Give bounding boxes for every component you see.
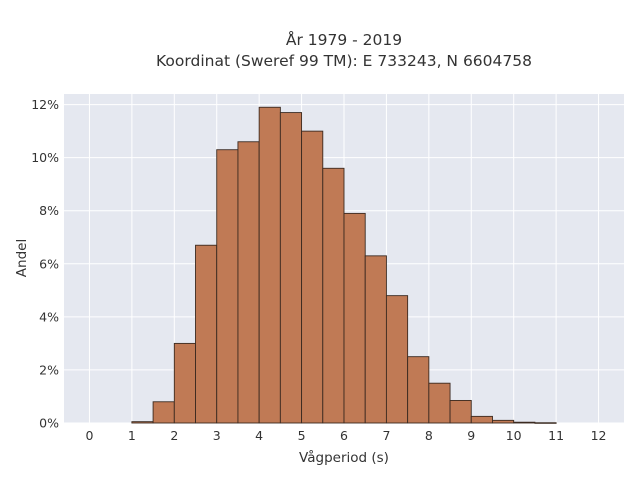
y-tick-label: 0% bbox=[39, 416, 59, 431]
x-tick-label: 5 bbox=[298, 428, 306, 443]
x-tick-label: 10 bbox=[506, 428, 522, 443]
x-tick-label: 0 bbox=[85, 428, 93, 443]
histogram-bar bbox=[216, 149, 239, 424]
x-tick-label: 3 bbox=[213, 428, 221, 443]
x-tick-label: 2 bbox=[170, 428, 178, 443]
histogram-bar bbox=[195, 244, 218, 424]
y-tick-label: 6% bbox=[39, 256, 59, 271]
x-tick-label: 9 bbox=[467, 428, 475, 443]
x-tick-label: 12 bbox=[591, 428, 607, 443]
x-axis-ticks: 0 1 2 3 4 5 6 7 8 9 10 11 12 bbox=[85, 428, 606, 443]
y-axis-label: Andel bbox=[14, 239, 30, 277]
y-tick-label: 10% bbox=[31, 150, 59, 165]
y-tick-label: 2% bbox=[39, 362, 59, 377]
y-tick-label: 4% bbox=[39, 309, 59, 324]
x-tick-label: 11 bbox=[548, 428, 564, 443]
histogram-bar bbox=[364, 255, 387, 424]
y-tick-label: 8% bbox=[39, 203, 59, 218]
histogram-bar bbox=[301, 130, 324, 424]
chart-title-line1: År 1979 - 2019 bbox=[286, 30, 402, 49]
histogram-bar bbox=[152, 401, 175, 424]
histogram-bar bbox=[279, 112, 303, 424]
histogram-bar bbox=[513, 421, 536, 424]
histogram-bar bbox=[492, 419, 515, 424]
histogram-bar bbox=[470, 415, 493, 424]
histogram-bar bbox=[173, 342, 196, 424]
histogram-bar bbox=[343, 212, 366, 424]
y-tick-label: 12% bbox=[31, 97, 59, 112]
x-axis-label: Vågperiod (s) bbox=[299, 449, 389, 466]
x-tick-label: 6 bbox=[340, 428, 348, 443]
histogram-bar bbox=[237, 141, 260, 424]
y-axis-ticks: 0% 2% 4% 6% 8% 10% 12% bbox=[31, 97, 59, 430]
histogram-bar bbox=[385, 295, 409, 424]
histogram-bar bbox=[534, 422, 557, 424]
histogram-bar bbox=[449, 399, 472, 424]
histogram-bar bbox=[131, 421, 154, 424]
histogram-bars bbox=[131, 106, 557, 424]
histogram-bar bbox=[258, 106, 281, 424]
chart-title-line2: Koordinat (Sweref 99 TM): E 733243, N 66… bbox=[156, 52, 532, 70]
x-tick-label: 7 bbox=[382, 428, 390, 443]
histogram-bar bbox=[407, 356, 430, 424]
x-tick-label: 4 bbox=[255, 428, 263, 443]
x-tick-label: 8 bbox=[425, 428, 433, 443]
x-tick-label: 1 bbox=[128, 428, 136, 443]
histogram-bar bbox=[322, 167, 345, 424]
histogram-bar bbox=[428, 382, 451, 424]
